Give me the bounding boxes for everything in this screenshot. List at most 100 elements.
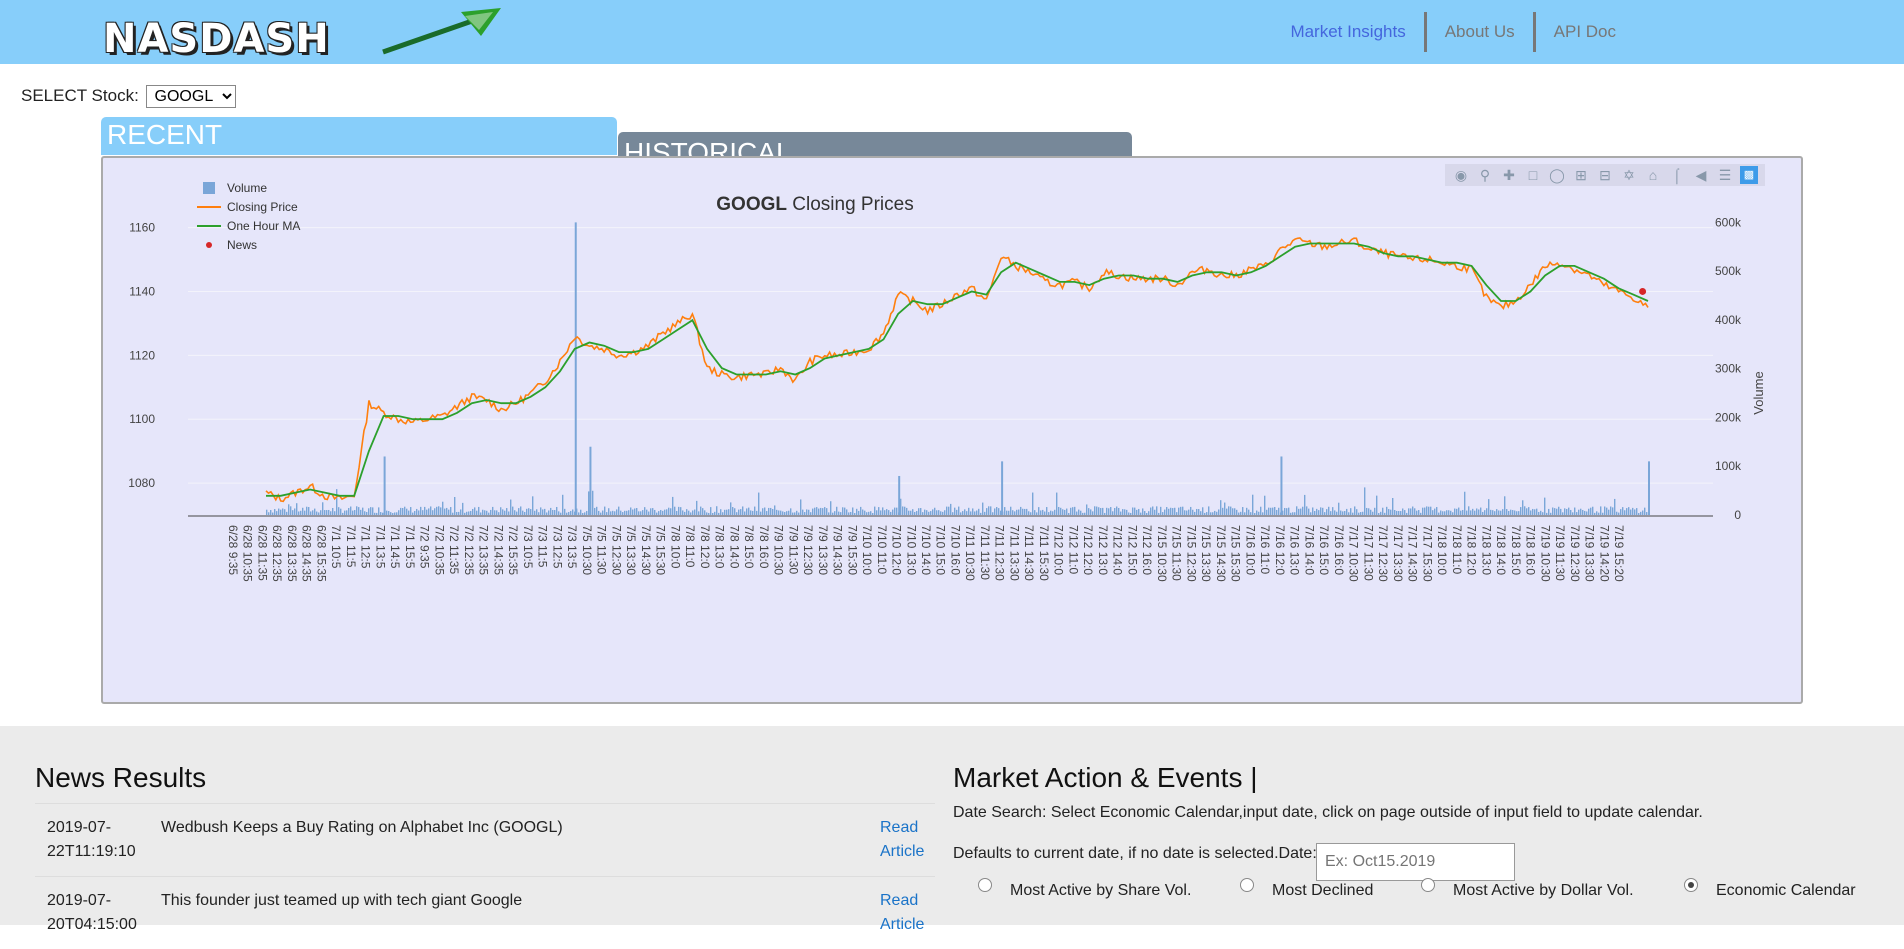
y-right-tick-label: 100k: [1715, 459, 1742, 473]
volume-bar: [1182, 506, 1184, 515]
volume-bar: [674, 506, 676, 515]
x-tick-label: 7/17 12:30: [1376, 525, 1390, 582]
radio-most-declined[interactable]: Most Declined: [1240, 878, 1373, 900]
x-tick-label: 7/19 12:30: [1568, 525, 1582, 582]
volume-bar: [648, 511, 650, 515]
volume-bar: [764, 507, 766, 515]
nav-about-us[interactable]: About Us: [1444, 22, 1515, 41]
legend-label[interactable]: Closing Price: [227, 200, 298, 214]
plotly-logo-icon[interactable]: ▩: [1740, 166, 1758, 184]
zoom-in-icon[interactable]: ⊞: [1575, 167, 1587, 183]
volume-bar: [1168, 508, 1170, 515]
volume-bar: [518, 508, 520, 515]
nav-api-doc[interactable]: API Doc: [1553, 22, 1616, 41]
chart[interactable]: 1080 1100 1120 1140 1160 0 100k 200k 300k 400k 500…: [103, 158, 1801, 702]
volume-bar: [1486, 508, 1488, 515]
volume-bar: [1242, 507, 1244, 515]
date-input[interactable]: [1316, 843, 1515, 881]
x-tick-label: 7/8 10:0: [668, 525, 682, 569]
volume-bar: [804, 512, 806, 515]
chart-title-rest: Closing Prices: [787, 194, 914, 215]
volume-bar: [412, 512, 414, 515]
volume-bar: [1098, 507, 1100, 515]
volume-bar: [410, 507, 412, 515]
autoscale-icon[interactable]: ✡: [1623, 167, 1635, 183]
camera-icon[interactable]: ◉: [1454, 167, 1468, 183]
x-tick-label: 7/17 13:30: [1391, 525, 1405, 582]
volume-bar: [1392, 497, 1394, 515]
volume-bar: [612, 510, 614, 515]
volume-bar: [1450, 510, 1452, 515]
volume-bar: [424, 506, 426, 515]
x-tick-label: 7/5 11:30: [595, 525, 609, 574]
pan-icon[interactable]: ✚: [1503, 167, 1515, 183]
volume-bar: [650, 508, 652, 515]
volume-bar: [1504, 496, 1506, 515]
volume-bar: [700, 506, 702, 515]
volume-bar: [878, 507, 880, 515]
box-select-icon[interactable]: □: [1528, 167, 1538, 183]
volume-bar: [1170, 507, 1172, 515]
volume-bar: [1368, 508, 1370, 515]
volume-bar: [316, 511, 318, 515]
volume-spike-bar: [1280, 456, 1283, 515]
radio-button[interactable]: [1240, 878, 1254, 892]
tab-recent[interactable]: RECENT: [101, 117, 617, 155]
volume-bar: [984, 511, 986, 515]
volume-bar: [1480, 507, 1482, 515]
volume-bar: [1286, 508, 1288, 515]
zoom-out-icon[interactable]: ⊟: [1599, 167, 1611, 183]
volume-bar: [914, 511, 916, 515]
volume-bar: [806, 509, 808, 515]
radio-label: Most Active by Share Vol.: [1010, 882, 1192, 899]
volume-bar: [1476, 508, 1478, 515]
volume-bar: [1444, 511, 1446, 515]
volume-bar: [294, 508, 296, 515]
radio-economic-calendar[interactable]: Economic Calendar: [1684, 878, 1856, 900]
tab-historical[interactable]: HISTORICAL: [618, 132, 1132, 156]
stock-select[interactable]: GOOGL: [145, 85, 236, 108]
nav-market-insights[interactable]: Market Insights: [1290, 22, 1406, 41]
volume-bar: [954, 507, 956, 515]
legend-label[interactable]: Volume: [227, 181, 267, 195]
volume-bar: [1050, 510, 1052, 515]
read-article-link[interactable]: Read Article: [880, 892, 925, 933]
volume-bar: [296, 503, 298, 515]
volume-bar: [968, 507, 970, 515]
radio-most-active-dollar[interactable]: Most Active by Dollar Vol.: [1421, 878, 1634, 900]
y-right-tick-label: 500k: [1715, 264, 1742, 278]
radio-most-active-share[interactable]: Most Active by Share Vol.: [978, 878, 1192, 900]
radio-button[interactable]: [1421, 878, 1435, 892]
volume-bar: [1524, 506, 1526, 515]
spike-lines-icon[interactable]: ⌠: [1672, 167, 1682, 183]
volume-bar: [1248, 509, 1250, 515]
volume-bar: [1386, 506, 1388, 515]
volume-bar: [340, 508, 342, 515]
legend-label[interactable]: One Hour MA: [227, 219, 300, 233]
volume-bar: [1584, 510, 1586, 515]
radio-button-checked[interactable]: [1684, 878, 1698, 892]
volume-bar: [996, 507, 998, 515]
volume-bar: [988, 506, 990, 515]
x-tick-label: 7/10 15:0: [934, 525, 948, 575]
volume-bar: [910, 510, 912, 515]
stock-select-label: SELECT Stock:: [21, 86, 139, 105]
radio-button[interactable]: [978, 878, 992, 892]
x-tick-label: 7/2 15:35: [506, 525, 520, 575]
volume-bar: [366, 511, 368, 515]
volume-bar: [344, 510, 346, 515]
hover-compare-icon[interactable]: ☰: [1718, 167, 1732, 183]
read-article-link[interactable]: Read Article: [880, 819, 925, 860]
volume-bar: [300, 510, 302, 515]
volume-bar: [664, 509, 666, 515]
legend-label[interactable]: News: [227, 238, 257, 252]
volume-bar: [1566, 508, 1568, 515]
volume-bar: [726, 509, 728, 515]
home-icon[interactable]: ⌂: [1648, 167, 1658, 183]
lasso-icon[interactable]: ◯: [1549, 167, 1565, 183]
volume-bar: [1572, 512, 1574, 515]
y-right-tick-label: 200k: [1715, 410, 1742, 424]
volume-bar: [1380, 511, 1382, 515]
zoom-icon[interactable]: ⚲: [1479, 167, 1491, 183]
hover-closest-icon[interactable]: ◀: [1695, 167, 1707, 183]
